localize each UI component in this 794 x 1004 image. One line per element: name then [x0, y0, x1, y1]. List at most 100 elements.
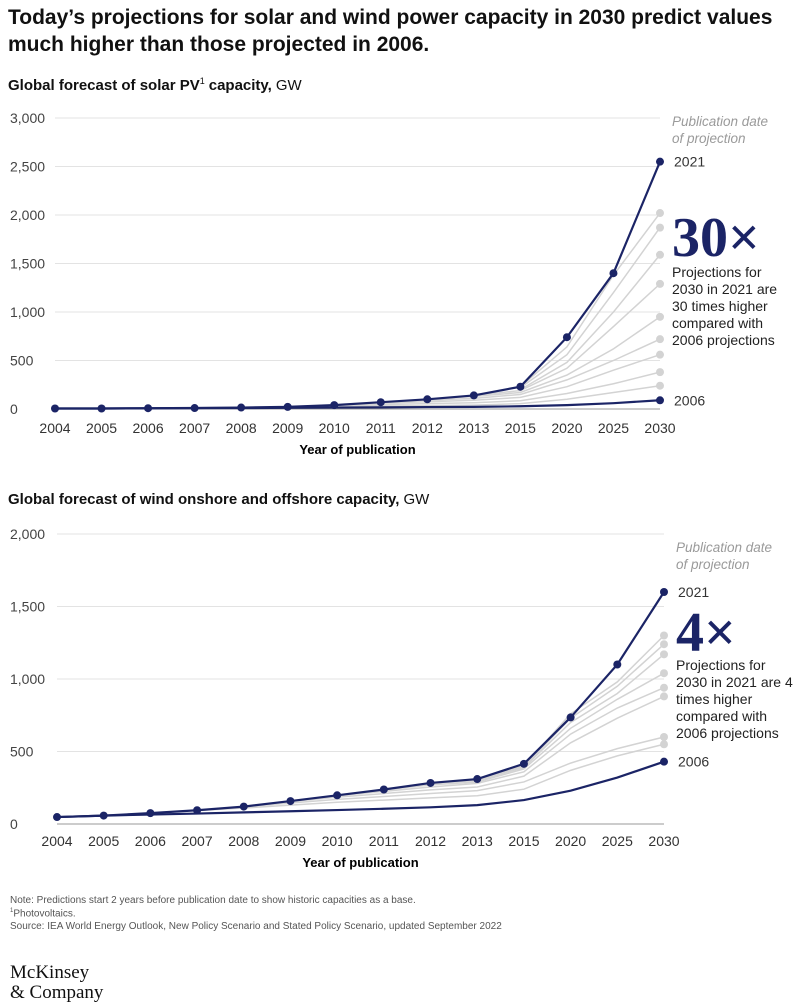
note: Note: Predictions start 2 years before p…	[10, 895, 416, 906]
subtitle-ref: 1	[199, 76, 205, 86]
point	[562, 333, 571, 342]
series-label: 2006	[678, 754, 709, 770]
annotation: Projections for 2030 in 2021 are 30 time…	[672, 264, 778, 348]
subtitle-unit: GW	[403, 491, 430, 508]
point	[660, 640, 668, 649]
series-line	[519, 227, 661, 389]
x-tick-label: 2005	[86, 420, 117, 436]
x-tick-label: 2011	[366, 420, 396, 436]
point	[473, 775, 482, 784]
y-tick-label: 1,500	[10, 256, 45, 272]
series-line	[56, 760, 665, 819]
x-tick-label: 2010	[322, 833, 353, 849]
x-tick-label: 2020	[555, 833, 586, 849]
point	[237, 403, 246, 412]
y-tick-label: 500	[10, 353, 34, 369]
y-tick-label: 1,000	[10, 671, 45, 687]
series-line	[287, 371, 661, 408]
point	[144, 404, 153, 413]
series-label: 2006	[674, 392, 705, 408]
footnote-text: Photovoltaics.	[13, 908, 76, 920]
logo-line: McKinsey	[10, 962, 90, 983]
series-label: 2021	[678, 584, 709, 600]
x-tick-label: 2004	[39, 420, 70, 436]
logo: McKinsey & Company	[10, 963, 103, 1003]
point	[660, 733, 668, 741]
annotation-header: Publication date of projection	[672, 114, 769, 146]
main-title: Today’s projections for solar and wind p…	[8, 6, 773, 56]
point	[333, 791, 342, 800]
point	[613, 660, 622, 669]
subtitle-bold: Global forecast of solar PV1 capacity,	[8, 76, 272, 94]
y-tick-label: 2,500	[10, 159, 45, 175]
point	[516, 382, 525, 391]
point	[53, 813, 61, 822]
y-tick-label: 1,000	[10, 304, 45, 320]
series-line	[243, 736, 665, 808]
point	[660, 740, 668, 749]
point	[469, 391, 478, 400]
y-tick-label: 0	[10, 816, 18, 832]
source: Source: IEA World Energy Outlook, New Po…	[10, 921, 502, 932]
point	[239, 802, 248, 811]
x-tick-label: 2030	[644, 420, 675, 436]
point	[423, 395, 432, 404]
x-tick-label: 2012	[412, 420, 443, 436]
point	[656, 250, 664, 259]
y-tick-label: 500	[10, 744, 34, 760]
chart-subtitle: Global forecast of solar PV1 capacity, GW	[8, 76, 302, 94]
subtitle-text: Global forecast of wind onshore and offs…	[8, 491, 400, 508]
subtitle-text: capacity,	[208, 77, 272, 94]
x-tick-label: 2015	[505, 420, 536, 436]
point	[656, 312, 664, 321]
series-label: 2021	[674, 154, 705, 170]
x-tick-label: 2006	[132, 420, 163, 436]
x-tick-label: 2012	[415, 833, 446, 849]
y-tick-label: 2,000	[10, 526, 45, 542]
point	[656, 279, 664, 288]
point	[660, 588, 668, 596]
subtitle-bold: Global forecast of wind onshore and offs…	[8, 491, 399, 508]
point	[656, 396, 664, 405]
x-axis-label: Year of publication	[299, 442, 415, 457]
x-tick-label: 2006	[135, 833, 166, 849]
x-tick-label: 2015	[508, 833, 539, 849]
point	[660, 650, 668, 659]
annotation: Projections for 2030 in 2021 are 4 times…	[676, 657, 793, 741]
y-tick-label: 2,000	[10, 207, 45, 223]
series-line	[520, 254, 661, 391]
series-line	[477, 643, 665, 782]
series-line	[290, 695, 665, 803]
chart-subtitle: Global forecast of wind onshore and offs…	[8, 491, 429, 508]
point	[376, 398, 385, 407]
series-line	[55, 161, 662, 410]
point	[656, 157, 664, 166]
footnote-ref: 1	[10, 908, 14, 914]
x-tick-label: 2025	[598, 420, 629, 436]
point	[51, 404, 59, 413]
x-tick-label: 2025	[602, 833, 633, 849]
x-tick-label: 2013	[462, 833, 493, 849]
y-tick-label: 0	[10, 401, 18, 417]
point	[426, 778, 435, 787]
point	[519, 759, 528, 768]
footnote: 1Photovoltaics.	[10, 908, 76, 919]
point	[656, 381, 664, 390]
x-tick-label: 2008	[226, 420, 257, 436]
x-tick-label: 2011	[369, 833, 399, 849]
subtitle-text: Global forecast of solar PV	[8, 77, 200, 94]
x-tick-label: 2008	[228, 833, 259, 849]
point	[656, 223, 664, 232]
point	[660, 692, 668, 701]
point	[99, 811, 108, 820]
multiplier: 4×	[676, 602, 736, 664]
x-tick-label: 2007	[181, 833, 212, 849]
point	[656, 368, 664, 377]
series-line	[477, 634, 665, 780]
series-line	[430, 653, 665, 785]
point	[97, 404, 106, 413]
x-tick-label: 2007	[179, 420, 210, 436]
x-tick-label: 2020	[551, 420, 582, 436]
